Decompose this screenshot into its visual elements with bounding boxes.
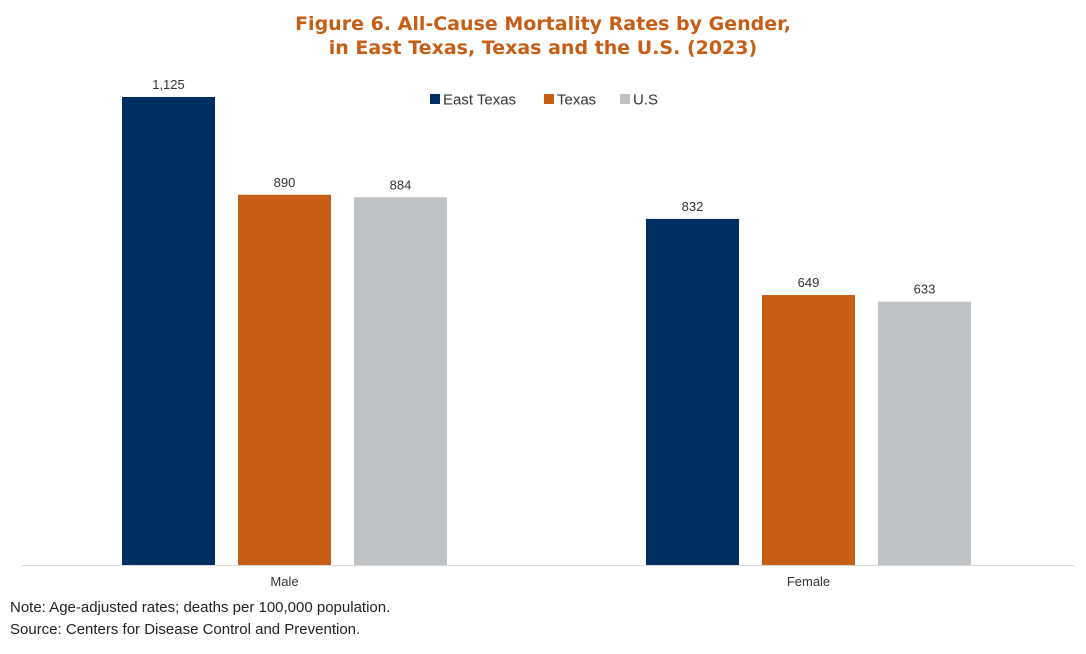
chart-title-line-2: in East Texas, Texas and the U.S. (2023) — [328, 37, 758, 59]
bar-female-1 — [762, 295, 855, 565]
category-label-female: Female — [787, 574, 830, 589]
bar-female-0 — [646, 218, 739, 565]
bar-female-2 — [878, 301, 971, 565]
data-label-male-2: 884 — [390, 177, 412, 192]
data-label-male-0: 1,125 — [152, 77, 185, 92]
category-label-male: Male — [270, 574, 298, 589]
bar-male-0 — [122, 97, 215, 565]
data-label-female-2: 633 — [914, 282, 936, 297]
data-label-female-1: 649 — [798, 275, 820, 290]
chart-source: Source: Centers for Disease Control and … — [10, 621, 361, 638]
legend-swatch-1 — [544, 94, 554, 104]
chart-note: Note: Age-adjusted rates; deaths per 100… — [10, 599, 391, 616]
data-label-female-0: 832 — [682, 199, 704, 214]
bar-male-1 — [238, 194, 331, 565]
chart-title-line-1: Figure 6. All-Cause Mortality Rates by G… — [295, 13, 791, 35]
legend-label-0: East Texas — [443, 92, 516, 109]
legend-label-2: U.S — [633, 92, 658, 109]
legend-swatch-2 — [620, 94, 630, 104]
chart-title: Figure 6. All-Cause Mortality Rates by G… — [0, 12, 1086, 60]
bar-chart: 1,125 890 884 Male 832 649 633 Female East Texas… — [22, 77, 1074, 589]
data-label-male-1: 890 — [274, 175, 296, 190]
legend-swatch-0 — [430, 94, 440, 104]
legend-label-1: Texas — [557, 92, 596, 109]
bar-male-2 — [354, 197, 447, 566]
